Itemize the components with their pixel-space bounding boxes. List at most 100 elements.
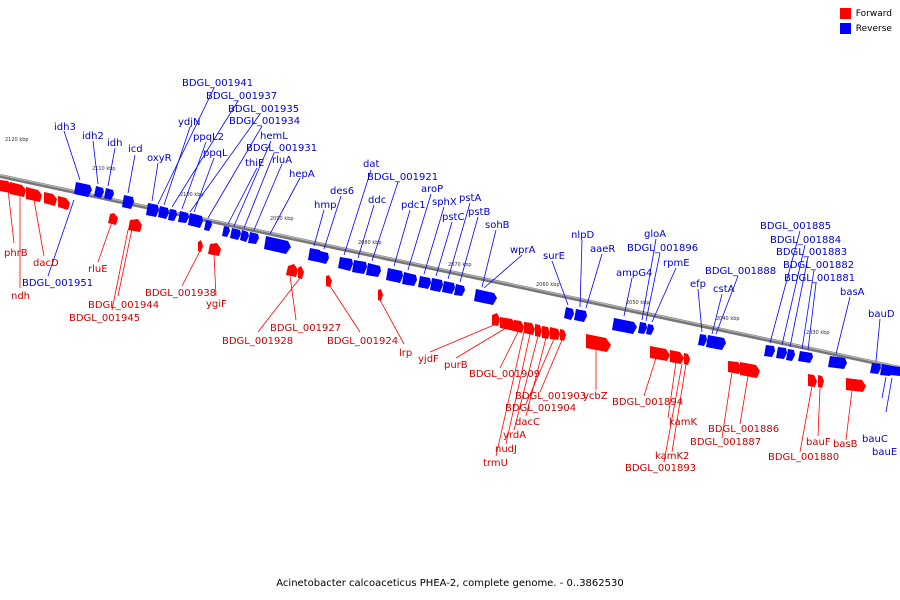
gene-arrow-purB[interactable] [500,317,516,331]
gene-label-BDGL_001882[interactable]: BDGL_001882 [783,260,854,271]
gene-arrow-idh2[interactable] [94,186,104,198]
gene-arrow-sohB[interactable] [474,289,497,305]
gene-label-aaeR[interactable]: aaeR [590,244,615,255]
gene-arrow-ydjN[interactable] [158,206,169,219]
gene-label-BDGL_001884[interactable]: BDGL_001884 [770,235,841,246]
gene-label-BDGL_001945[interactable]: BDGL_001945 [69,313,140,324]
gene-arrow-oxyR[interactable] [146,203,159,217]
gene-label-des6[interactable]: des6 [330,186,354,197]
gene-label-BDGL_001887[interactable]: BDGL_001887 [690,437,761,448]
gene-arrow-nlpD[interactable] [574,309,587,322]
gene-label-kamK2[interactable]: kamK2 [655,451,689,462]
gene-label-BDGL_001927[interactable]: BDGL_001927 [270,323,341,334]
gene-label-hmp[interactable]: hmp [314,200,336,211]
gene-arrow-hepA[interactable] [264,236,291,254]
gene-arrow-aroP[interactable] [402,272,417,286]
gene-label-idh3[interactable]: idh3 [54,122,76,133]
gene-arrow-hemL[interactable] [230,228,241,240]
gene-arrow-phrB[interactable] [0,180,12,193]
gene-label-BDGL_001951[interactable]: BDGL_001951 [22,278,93,289]
gene-arrow-BDGL_001937[interactable] [188,213,203,228]
gene-label-gloA[interactable]: gloA [644,229,666,240]
gene-label-kamK[interactable]: kamK [669,417,697,428]
gene-arrow-pstA[interactable] [442,281,455,294]
gene-arrow-ygiF[interactable] [208,243,221,256]
gene-label-BDGL_001924[interactable]: BDGL_001924 [327,336,398,347]
gene-arrow-pdc1[interactable] [386,268,403,283]
gene-label-BDGL_001894[interactable]: BDGL_001894 [612,397,683,408]
gene-label-rluE[interactable]: rluE [88,264,108,275]
gene-arrow-hmp[interactable] [308,248,321,262]
gene-arrow-unnamed-1[interactable] [58,196,70,210]
gene-arrow-BDGL_001928[interactable] [298,266,304,279]
gene-label-pstB[interactable]: pstB [468,207,490,218]
gene-label-BDGL_001886[interactable]: BDGL_001886 [708,424,779,435]
gene-label-pstC[interactable]: pstC [442,212,464,223]
gene-label-bauC[interactable]: bauC [862,434,888,445]
gene-arrow-BDGL_001887[interactable] [728,361,742,374]
gene-arrow-BDGL_001903[interactable] [560,329,566,341]
gene-arrow-surE[interactable] [564,307,574,320]
gene-label-BDGL_001881[interactable]: BDGL_001881 [784,273,855,284]
gene-label-BDGL_001931[interactable]: BDGL_001931 [246,143,317,154]
gene-arrow-BDGL_001934[interactable] [204,220,212,231]
gene-label-ndh[interactable]: ndh [11,291,30,302]
gene-label-ycbZ[interactable]: ycbZ [583,391,608,402]
gene-label-bauD[interactable]: bauD [868,309,895,320]
gene-arrow-BDGL_001921[interactable] [366,263,381,277]
gene-label-idh2[interactable]: idh2 [82,131,104,142]
gene-label-aroP[interactable]: aroP [421,184,443,195]
gene-label-rpmE[interactable]: rpmE [663,258,690,269]
gene-arrow-des6[interactable] [318,251,329,264]
gene-arrow-icd[interactable] [122,195,134,209]
gene-label-ampG4[interactable]: ampG4 [616,268,652,279]
gene-label-phrB[interactable]: phrB [4,248,28,259]
gene-label-dat[interactable]: dat [363,159,379,170]
gene-arrow-lrp[interactable] [378,289,383,301]
gene-label-sohB[interactable]: sohB [485,220,510,231]
gene-arrow-dacD[interactable] [26,187,42,202]
gene-label-BDGL_001888[interactable]: BDGL_001888 [705,266,776,277]
gene-arrow-BDGL_001880[interactable] [818,375,824,388]
gene-arrow-BDGL_001884[interactable] [776,347,787,359]
gene-label-rluA[interactable]: rluA [272,155,292,166]
gene-label-nudJ[interactable]: nudJ [495,444,517,455]
gene-label-BDGL_001880[interactable]: BDGL_001880 [768,452,839,463]
gene-arrow-bauD-3[interactable] [890,366,900,376]
gene-arrow-BDGL_001883[interactable] [786,349,795,361]
gene-label-ppqL[interactable]: ppqL [203,148,228,159]
gene-arrow-nudJ[interactable] [542,326,550,339]
gene-label-BDGL_001909[interactable]: BDGL_001909 [469,369,540,380]
gene-label-oxyR[interactable]: oxyR [147,153,172,164]
gene-label-dacD[interactable]: dacD [33,258,59,269]
gene-label-BDGL_001941[interactable]: BDGL_001941 [182,78,253,89]
gene-arrow-ndh[interactable] [10,182,26,197]
gene-label-trmU[interactable]: trmU [483,458,508,469]
gene-label-thiE[interactable]: thiE [245,158,264,169]
gene-label-dacC[interactable]: dacC [515,417,540,428]
gene-label-idh[interactable]: idh [107,138,122,149]
gene-label-bauE[interactable]: bauE [872,447,897,458]
gene-arrow-sphX[interactable] [418,276,431,289]
gene-label-BDGL_001937[interactable]: BDGL_001937 [206,91,277,102]
gene-label-BDGL_001938[interactable]: BDGL_001938 [145,288,216,299]
gene-label-icd[interactable]: icd [128,144,143,155]
gene-label-basB[interactable]: basB [833,439,858,450]
gene-arrow-rluA[interactable] [248,232,259,244]
gene-arrow-BDGL_001938[interactable] [198,240,203,252]
gene-arrow-bauD-2[interactable] [880,364,893,376]
gene-label-basA[interactable]: basA [840,287,865,298]
gene-label-BDGL_001935[interactable]: BDGL_001935 [228,104,299,115]
gene-arrow-BDGL_001881[interactable] [804,352,813,363]
gene-label-yjdF[interactable]: yjdF [418,354,439,365]
gene-arrow-BDGL_001924[interactable] [326,275,332,287]
gene-arrow-pstC[interactable] [430,278,443,292]
gene-arrow-BDGL_001951[interactable] [44,192,57,206]
gene-arrow-bauF[interactable] [808,374,817,387]
gene-arrow-BDGL_001886[interactable] [740,362,760,378]
gene-label-hemL[interactable]: hemL [260,131,288,142]
gene-arrow-bauD[interactable] [870,363,881,374]
gene-arrow-ppqL[interactable] [178,211,189,223]
gene-arrow-thiE[interactable] [222,226,230,237]
gene-label-BDGL_001928[interactable]: BDGL_001928 [222,336,293,347]
